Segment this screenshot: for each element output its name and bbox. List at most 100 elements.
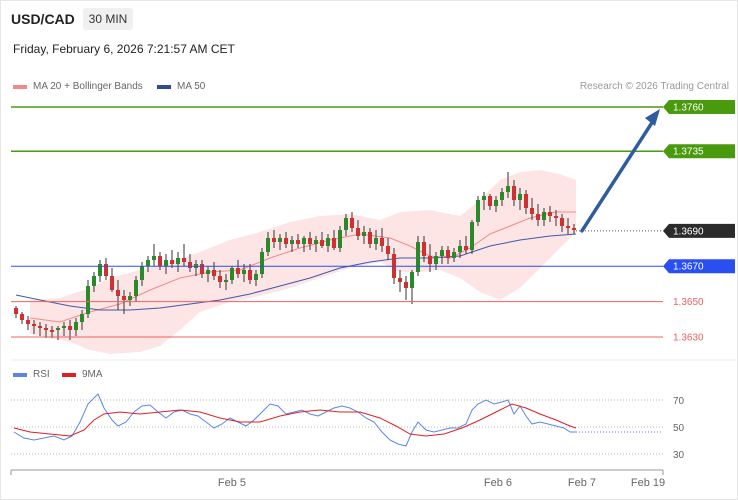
legend-9ma: 9MA	[62, 369, 103, 380]
candle-bear	[158, 256, 162, 266]
rsi-tick-30: 30	[673, 450, 685, 461]
candle-bear	[110, 276, 114, 290]
candle-bear	[170, 260, 174, 264]
candle-bull	[86, 286, 90, 314]
candle-bear	[32, 324, 36, 326]
candle-bear	[428, 256, 432, 264]
current-price-label: 1.3690	[673, 226, 704, 237]
candle-bull	[80, 314, 84, 322]
candle-bull	[302, 238, 306, 244]
candle-bull	[260, 252, 264, 274]
legend-rsi-label: RSI	[33, 369, 50, 380]
level-label-1.3630: 1.3630	[673, 333, 704, 344]
candle-bear	[50, 330, 54, 332]
candle-bear	[14, 308, 18, 314]
forecast-arrow-shaft	[580, 116, 657, 233]
candle-bear	[218, 276, 222, 282]
candle-bear	[20, 314, 24, 320]
level-tag-1.3670	[663, 259, 735, 274]
candle-bear	[554, 216, 558, 218]
ma50-swatch	[157, 84, 171, 89]
candle-bear	[38, 326, 42, 328]
candle-bull	[362, 232, 366, 236]
candle-bull	[62, 326, 66, 328]
candle-bull	[374, 238, 378, 244]
candle-bear	[368, 232, 372, 244]
candle-bear	[446, 250, 450, 258]
candle-bull	[278, 238, 282, 242]
candle-bear	[398, 278, 402, 282]
candle-bull	[92, 276, 96, 286]
candle-bull	[134, 280, 138, 296]
candle-bull	[344, 218, 348, 230]
candle-bull	[476, 200, 480, 222]
candle-bear	[212, 270, 216, 276]
candle-bear	[464, 246, 468, 250]
candle-bull	[482, 196, 486, 200]
candle-bull	[98, 264, 102, 276]
candle-bear	[536, 214, 540, 220]
candle-bear	[548, 212, 552, 216]
candle-bear	[296, 240, 300, 244]
candle-bear	[236, 268, 240, 274]
legend-ma50-label: MA 50	[177, 81, 206, 92]
candle-bull	[146, 260, 150, 266]
rsi-tick-70: 70	[673, 396, 685, 407]
rsi-swatch	[13, 372, 27, 377]
candle-bull	[224, 280, 228, 282]
candle-bear	[332, 238, 336, 248]
candle-bear	[44, 328, 48, 330]
candle-bear	[524, 194, 528, 208]
x-tick-Feb-5: Feb 5	[218, 477, 246, 489]
candle-bear	[512, 186, 516, 200]
candle-bull	[152, 256, 156, 260]
candle-bull	[176, 258, 180, 264]
candle-bull	[266, 238, 270, 252]
ma50-line	[15, 233, 577, 311]
level-tag-1.3735	[663, 144, 735, 159]
legend-9ma-label: 9MA	[82, 369, 103, 380]
candle-bear	[386, 246, 390, 254]
level-label-1.3670: 1.3670	[673, 262, 704, 273]
candle-bull	[254, 274, 258, 280]
candle-bear	[122, 296, 126, 300]
candle-bull	[242, 270, 246, 274]
candle-bear	[68, 326, 72, 330]
symbol-title: USD/CAD	[11, 11, 75, 27]
candle-bull	[164, 260, 168, 266]
candle-bull	[452, 252, 456, 258]
candle-bear	[530, 208, 534, 214]
candle-bear	[248, 270, 252, 280]
level-label-1.3650: 1.3650	[673, 297, 704, 308]
forecast-arrow-head	[645, 109, 660, 126]
bollinger-band	[30, 170, 576, 354]
candle-bull	[290, 240, 294, 244]
candle-bull	[56, 328, 60, 330]
candle-bear	[422, 242, 426, 256]
ma20-line	[29, 211, 576, 323]
legend-rsi: RSI	[13, 369, 50, 380]
candle-bull	[140, 266, 144, 280]
candle-bull	[128, 296, 132, 300]
candle-bear	[272, 238, 276, 242]
candle-bull	[458, 246, 462, 252]
candle-bull	[518, 194, 522, 200]
candle-bull	[74, 322, 78, 330]
candle-bull	[338, 230, 342, 248]
timeframe-badge[interactable]: 30 MIN	[83, 8, 133, 30]
x-tick-Feb-7: Feb 7	[568, 477, 596, 489]
candle-bull	[326, 238, 330, 246]
candle-bear	[104, 264, 108, 276]
candle-bull	[470, 222, 474, 250]
candle-bull	[494, 200, 498, 206]
candle-bear	[188, 262, 192, 268]
candle-bear	[488, 196, 492, 206]
research-credit: Research © 2026 Trading Central	[579, 81, 729, 92]
candle-bear	[320, 240, 324, 246]
rsi-ma-line	[13, 403, 577, 437]
level-tag-1.3760	[663, 100, 735, 114]
candle-bull	[416, 242, 420, 272]
legend-ma50: MA 50	[157, 81, 205, 92]
candle-bear	[26, 320, 30, 324]
